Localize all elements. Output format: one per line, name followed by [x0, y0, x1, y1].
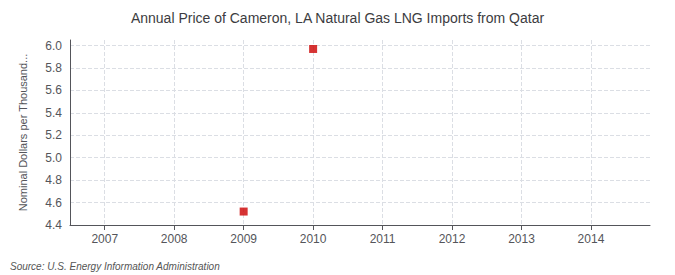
svg-text:2012: 2012 [439, 232, 466, 246]
svg-text:Nominal Dollars per Thousand..: Nominal Dollars per Thousand... [17, 54, 29, 212]
svg-text:2009: 2009 [230, 232, 257, 246]
svg-text:2011: 2011 [370, 232, 396, 246]
svg-text:2014: 2014 [578, 232, 605, 246]
svg-text:Annual Price of Cameron, LA Na: Annual Price of Cameron, LA Natural Gas … [131, 10, 545, 26]
svg-text:5.0: 5.0 [45, 151, 62, 165]
svg-text:2007: 2007 [91, 232, 118, 246]
svg-text:2008: 2008 [161, 232, 188, 246]
svg-text:5.2: 5.2 [45, 128, 62, 142]
svg-text:6.0: 6.0 [45, 39, 62, 53]
svg-text:Source: U.S. Energy Informatio: Source: U.S. Energy Information Administ… [10, 261, 220, 272]
svg-text:4.6: 4.6 [45, 196, 62, 210]
svg-text:2010: 2010 [300, 232, 327, 246]
svg-text:5.8: 5.8 [45, 61, 62, 75]
svg-text:4.4: 4.4 [45, 218, 62, 232]
svg-text:2013: 2013 [508, 232, 535, 246]
svg-text:5.4: 5.4 [45, 106, 62, 120]
svg-text:4.8: 4.8 [45, 173, 62, 187]
svg-text:5.6: 5.6 [45, 83, 62, 97]
